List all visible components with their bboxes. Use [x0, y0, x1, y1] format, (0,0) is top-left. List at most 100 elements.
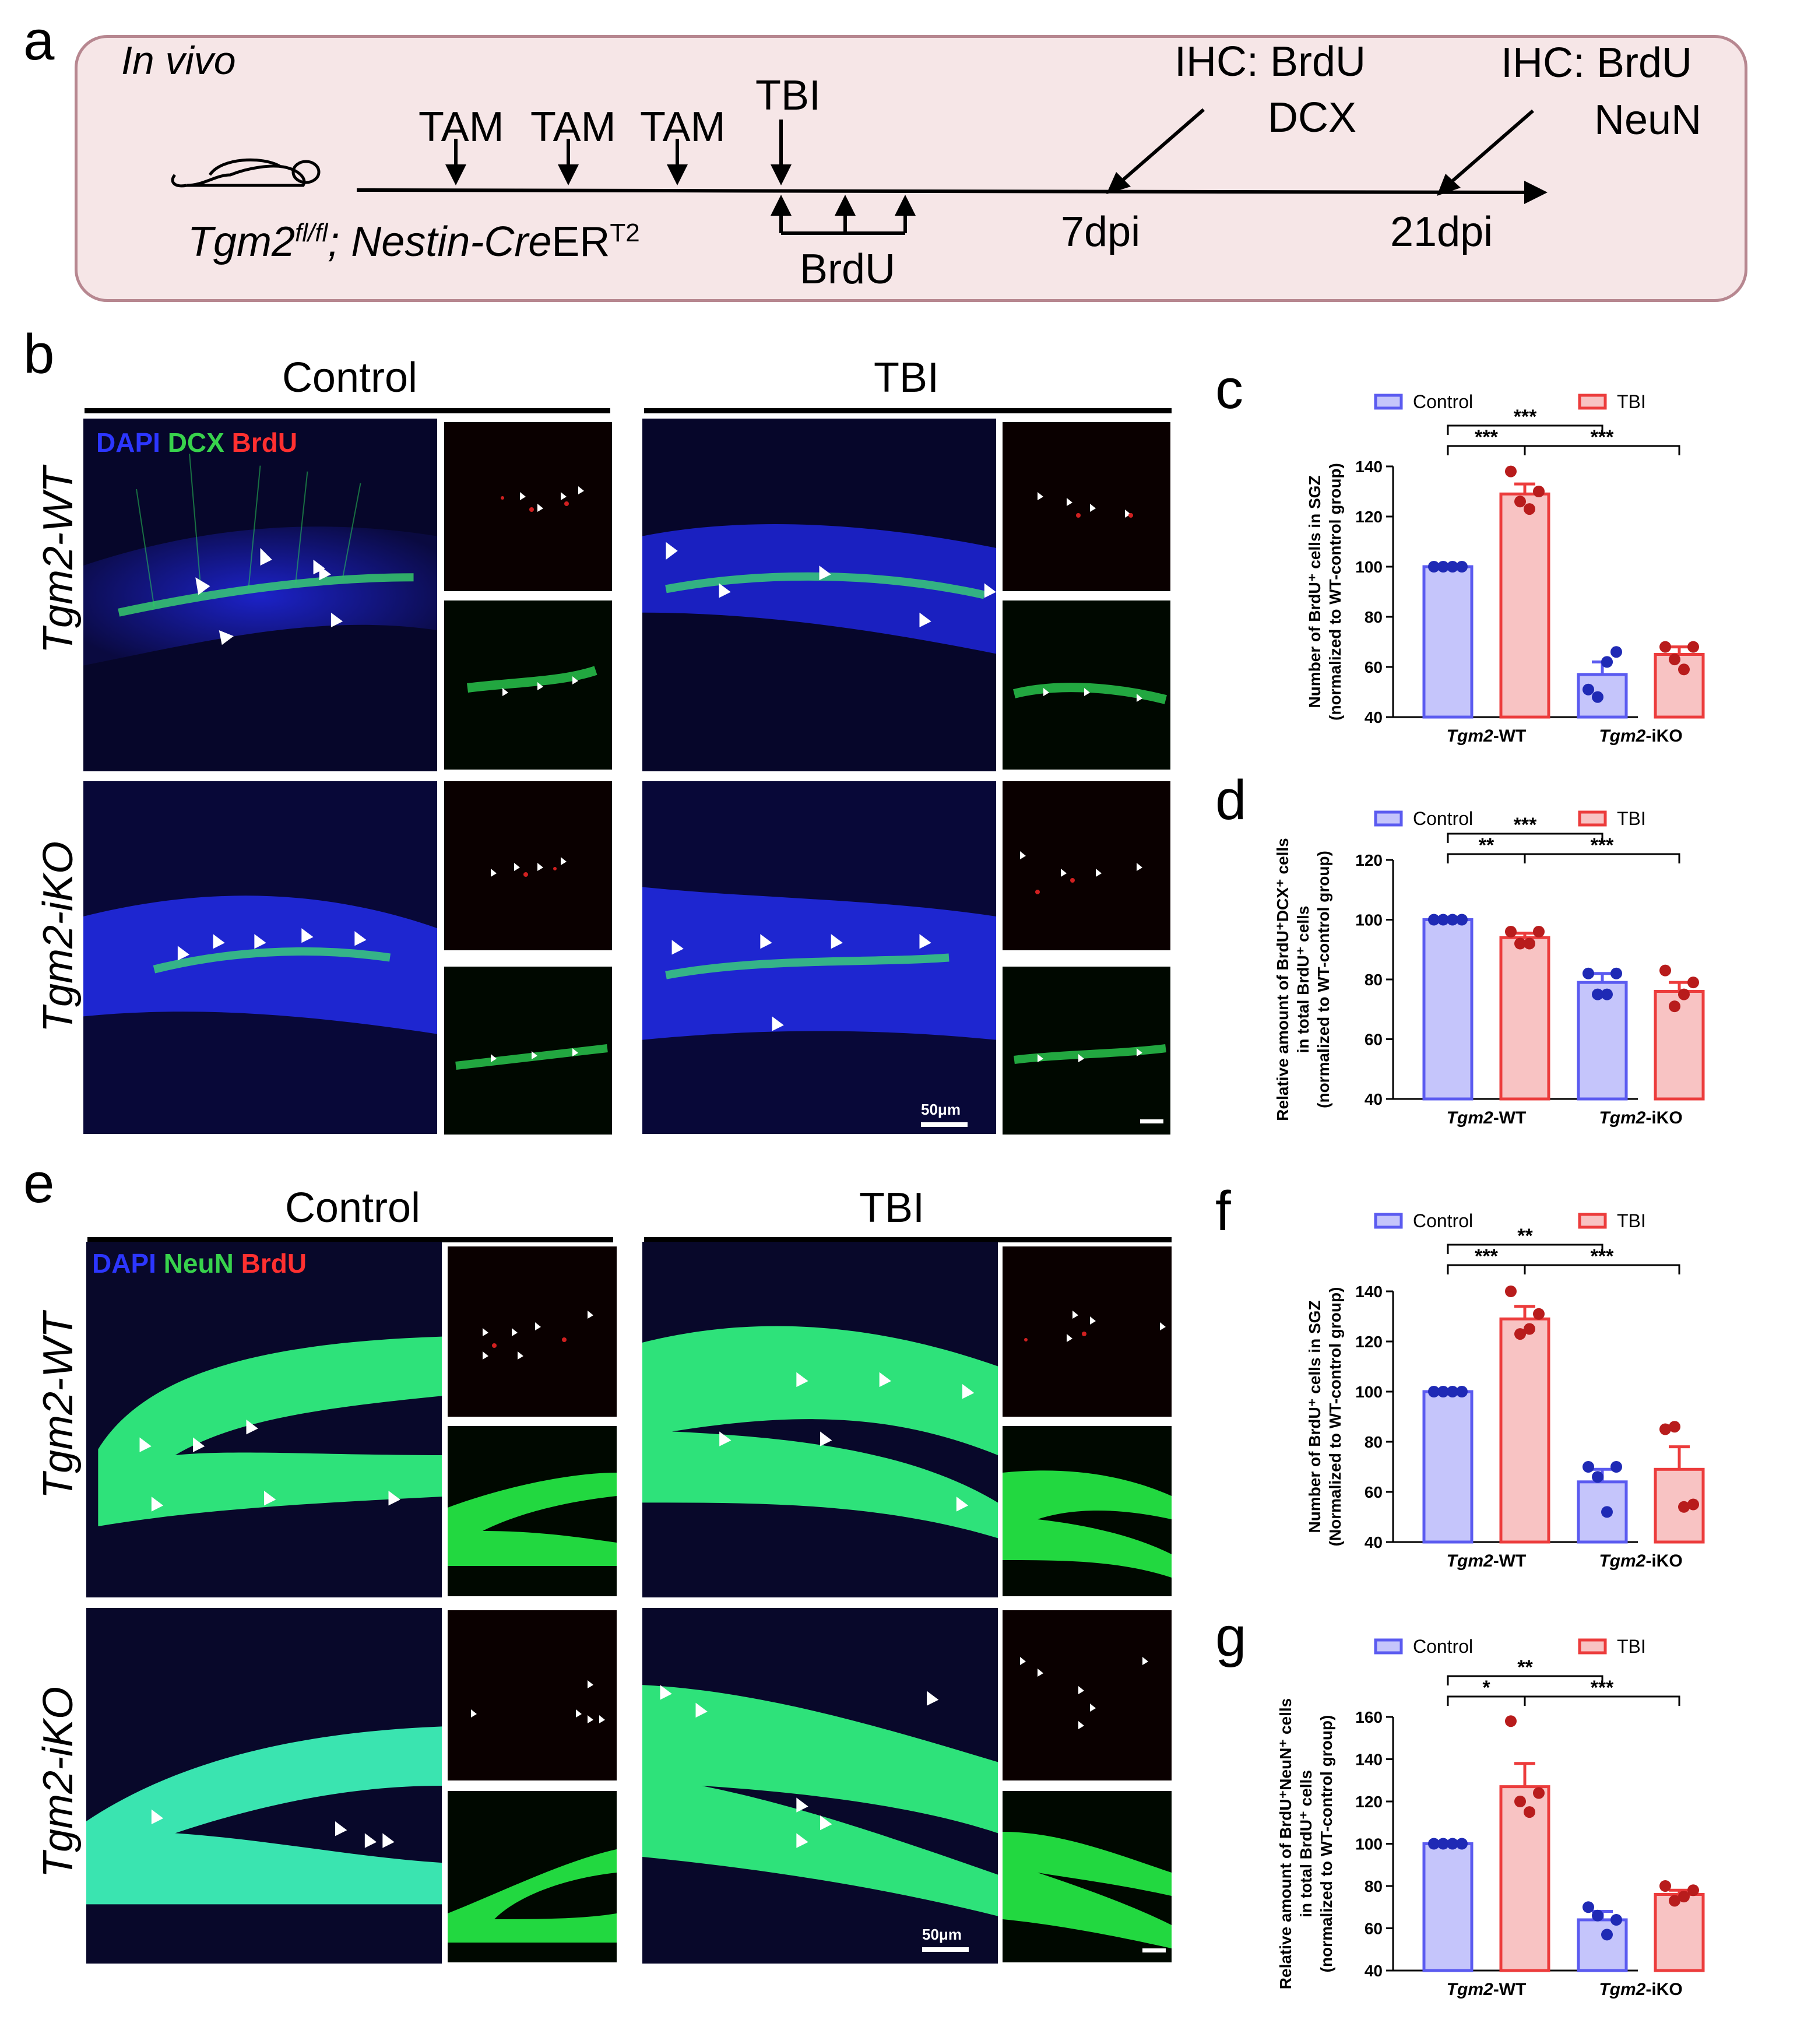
- data-point: [1610, 646, 1622, 658]
- b-micro-wt-control: DAPI DCX BrdU: [83, 419, 437, 771]
- sig-label: ***: [1475, 1245, 1498, 1267]
- b-row-iko: Tgm2-iKO: [35, 841, 82, 1032]
- b-micro-iko-tbi: 50μm: [642, 781, 996, 1134]
- y-axis-label: in total BrdU⁺ cells: [1294, 906, 1312, 1053]
- y-tick-label: 80: [1365, 1433, 1383, 1451]
- data-point: [1514, 1796, 1526, 1807]
- chart-g: 40 60 80 100 120 140 160 Relative amount of Brd…: [1276, 1636, 1705, 1999]
- b-small-wt-tbi-brdu: [1003, 422, 1170, 591]
- y-tick-label: 120: [1355, 1333, 1383, 1351]
- y-tick-label: 120: [1355, 851, 1383, 869]
- bar: [1499, 492, 1550, 719]
- b-row-wt: Tgm2-WT: [35, 467, 82, 654]
- sig-bracket: [1524, 853, 1680, 863]
- data-point: [1447, 561, 1458, 573]
- e-micro-iko-tbi: 50μm: [642, 1608, 998, 1964]
- y-tick-label: 60: [1365, 658, 1383, 676]
- legend-swatch: [1374, 1638, 1403, 1655]
- data-point: [1659, 964, 1671, 977]
- data-point: [1669, 654, 1680, 666]
- data-point: [1678, 663, 1690, 676]
- e-small-wt-control-neun: [448, 1426, 617, 1596]
- x-tick-label: Tgm2-iKO: [1599, 1551, 1682, 1571]
- y-axis-label: Number of BrdU⁺ cells in SGZ: [1306, 475, 1324, 708]
- b-stain-legend: DAPI DCX BrdU: [96, 427, 298, 458]
- data-point: [1678, 988, 1690, 1000]
- y-axis-label: in total BrdU⁺ cells: [1297, 1770, 1315, 1917]
- data-point: [1610, 1914, 1622, 1926]
- sig-label: ***: [1591, 1677, 1614, 1699]
- panel-label-a: a: [23, 9, 55, 72]
- legend-swatch: [1578, 1213, 1607, 1229]
- data-point: [1659, 1880, 1671, 1892]
- e-micro-wt-tbi: [642, 1242, 998, 1597]
- e-micro-iko-control: [86, 1608, 442, 1964]
- y-tick-label: 100: [1355, 911, 1383, 929]
- legend-swatch: [1374, 810, 1403, 827]
- y-tick-label: 40: [1365, 1962, 1383, 1980]
- x-tick-label: Tgm2-WT: [1447, 726, 1527, 746]
- timeline-axis: [356, 188, 1525, 194]
- bar: [1499, 936, 1550, 1101]
- bar: [1577, 981, 1628, 1101]
- y-tick-label: 140: [1355, 458, 1383, 476]
- b-small-iko-control-brdu: [444, 781, 612, 950]
- data-point: [1592, 691, 1603, 703]
- e-micro-wt-control: DAPI NeuN BrdU: [86, 1242, 442, 1597]
- legend-label: Control: [1413, 808, 1473, 829]
- e-scalebar: 50μm: [922, 1926, 969, 1952]
- data-point: [1659, 641, 1671, 653]
- data-point: [1428, 914, 1440, 926]
- data-point: [1592, 1909, 1603, 1922]
- y-tick-label: 80: [1365, 1877, 1383, 1895]
- tam-label-1: TAM: [419, 104, 504, 150]
- data-point: [1447, 1838, 1458, 1850]
- sig-label: ***: [1514, 814, 1537, 836]
- legend-swatch: [1578, 394, 1607, 410]
- legend-label: TBI: [1617, 391, 1646, 412]
- y-axis-label: Relative amount of BrdU⁺DCX⁺ cells: [1274, 838, 1292, 1121]
- tam-arrows: [445, 108, 1534, 235]
- e-control-bar: [87, 1237, 613, 1242]
- y-axis-label: (normalized to WT-control group): [1314, 851, 1332, 1108]
- y-tick-label: 60: [1365, 1483, 1383, 1501]
- e-small-wt-control-brdu: [448, 1246, 617, 1417]
- legend-swatch: [1374, 394, 1403, 410]
- panel-label-g: g: [1215, 1606, 1247, 1668]
- chart-f: 40 60 80 100 120 140 Number of BrdU⁺ cells in …: [1306, 1210, 1705, 1571]
- legend-swatch: [1578, 810, 1607, 827]
- legend-label: TBI: [1617, 1636, 1646, 1657]
- data-point: [1533, 926, 1545, 937]
- y-axis-label: (normalized to WT-control group): [1317, 1715, 1335, 1973]
- y-tick-label: 120: [1355, 508, 1383, 526]
- data-point: [1456, 914, 1468, 926]
- e-row-iko: Tgm2-iKO: [35, 1686, 82, 1878]
- bar: [1577, 1918, 1628, 1972]
- b-small-wt-control-brdu: [444, 422, 612, 591]
- bar: [1654, 653, 1705, 719]
- y-tick-label: 80: [1365, 971, 1383, 989]
- b-scalebar: 50μm: [921, 1101, 968, 1127]
- y-tick-label: 160: [1355, 1708, 1383, 1726]
- data-point: [1505, 1715, 1517, 1727]
- bar: [1422, 565, 1474, 719]
- data-point: [1447, 914, 1458, 926]
- data-point: [1428, 561, 1440, 573]
- y-axis-label: Relative amount of BrdU⁺NeuN⁺ cells: [1276, 1698, 1295, 1989]
- e-tbi-bar: [644, 1237, 1172, 1242]
- sig-label: **: [1517, 1656, 1533, 1678]
- data-point: [1687, 1884, 1699, 1897]
- e-row-wt: Tgm2-WT: [35, 1312, 82, 1499]
- data-point: [1678, 1891, 1690, 1903]
- data-point: [1514, 496, 1526, 508]
- tbi-label: TBI: [755, 72, 821, 119]
- data-point: [1601, 656, 1613, 668]
- e-stain-legend: DAPI NeuN BrdU: [92, 1248, 307, 1279]
- b-small-iko-control-dcx: [444, 967, 612, 1135]
- bar: [1654, 1893, 1705, 1972]
- chart-d: 40 60 80 100 120 Relative amount of BrdU⁺DCX⁺…: [1274, 808, 1705, 1128]
- b-small-iko-tbi-brdu: [1003, 781, 1170, 950]
- y-tick-label: 100: [1355, 1383, 1383, 1401]
- data-point: [1669, 1000, 1680, 1013]
- data-point: [1583, 1901, 1594, 1913]
